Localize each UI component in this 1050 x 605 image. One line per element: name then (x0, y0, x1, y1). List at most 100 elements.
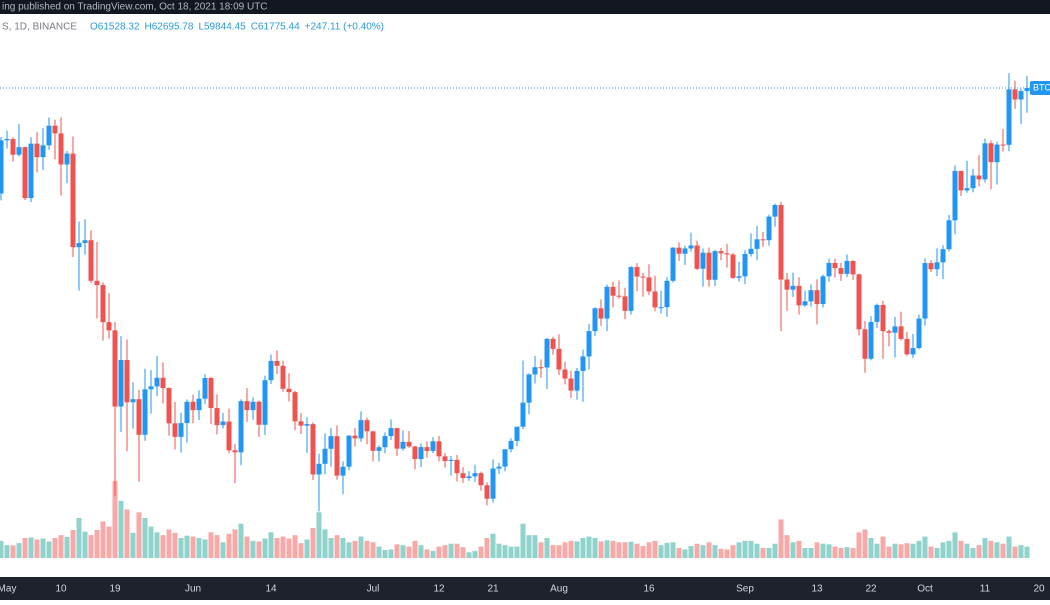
volume-bar (394, 544, 400, 558)
volume-bar (904, 543, 910, 558)
volume-bar (928, 546, 934, 558)
candle-body (58, 133, 64, 165)
volume-bar (400, 545, 406, 558)
volume-bar (736, 542, 742, 558)
candle-body (64, 153, 70, 165)
candle-body (154, 377, 160, 387)
volume-bar (100, 521, 106, 558)
candle-body (280, 365, 286, 389)
candle-body (196, 398, 202, 411)
candle-body (46, 125, 52, 146)
candle-body (658, 307, 664, 309)
volume-bar (1024, 546, 1030, 558)
volume-bar (250, 540, 256, 558)
candle-body (376, 447, 382, 451)
candle-body (172, 423, 178, 437)
volume-bar (988, 540, 994, 558)
volume-bar (406, 546, 412, 558)
candle-body (892, 326, 898, 333)
candle-body (946, 220, 952, 250)
volume-bar (814, 542, 820, 558)
published-note: ing published on TradingView.com, Oct 18… (2, 2, 268, 13)
volume-bar (58, 535, 64, 558)
volume-bar (1000, 543, 1006, 558)
volume-bar (256, 541, 262, 558)
candle-body (148, 386, 154, 390)
candle-body (334, 436, 340, 476)
candle-body (826, 262, 832, 277)
candle-body (778, 205, 784, 280)
volume-bar (22, 538, 28, 558)
volume-bar (622, 542, 628, 558)
candle-body (220, 421, 226, 426)
volume-bar (916, 540, 922, 558)
volume-bar (784, 535, 790, 558)
candle-body (184, 401, 190, 424)
candle-body (910, 348, 916, 355)
volume-bar (718, 548, 724, 558)
volume-bar (820, 543, 826, 558)
status-line: O61528.32 H62695.78 L59844.45 C61775.44 +247… (90, 22, 384, 33)
candle-body (382, 436, 388, 448)
volume-bar (910, 543, 916, 558)
volume-bar (502, 545, 508, 558)
candle-body (160, 377, 166, 389)
x-tick-label: Jun (185, 584, 201, 595)
volume-bar (670, 542, 676, 558)
candle-body (934, 262, 940, 270)
candle-body (868, 321, 874, 359)
volume-bar (610, 540, 616, 558)
volume-bar (574, 541, 580, 558)
x-tick-label: 13 (811, 584, 823, 595)
candle-body (94, 280, 100, 286)
x-tick-label: 16 (643, 584, 655, 595)
candle-body (10, 139, 16, 155)
volume-bar (358, 536, 364, 558)
volume-bar (742, 540, 748, 558)
candle-body (1018, 91, 1024, 100)
volume-bar (118, 500, 124, 558)
candle-body (556, 348, 562, 370)
candle-body (22, 147, 28, 199)
candle-body (106, 322, 112, 331)
candle-body (142, 389, 148, 435)
volume-bar (238, 523, 244, 558)
x-tick-label: 19 (109, 584, 121, 595)
candle-body (544, 338, 550, 368)
volume-bar (436, 546, 442, 558)
volume-bar (832, 546, 838, 558)
volume-bar (346, 542, 352, 558)
volume-bar (280, 536, 286, 558)
candle-body (358, 420, 364, 439)
volume-bar (388, 549, 394, 558)
candle-body (922, 263, 928, 319)
volume-bar (310, 528, 316, 558)
volume-bar (178, 538, 184, 558)
volume-bar (538, 542, 544, 558)
volume-bar (484, 538, 490, 558)
candle-body (874, 304, 880, 322)
time-axis: May 10 19 Jun 14 Jul 12 21 Aug 16 Sep 13 22 Oct 11 20 (0, 584, 1045, 595)
volume-bar (634, 543, 640, 558)
volume-bar (220, 542, 226, 558)
x-tick-label: 12 (433, 584, 445, 595)
candle-body (592, 308, 598, 332)
candle-body (916, 318, 922, 349)
volume-bar (76, 518, 82, 558)
candle-body (844, 260, 850, 274)
volume-bar (106, 526, 112, 558)
volume-bar (340, 538, 346, 558)
candle-body (670, 247, 676, 281)
candle-body (838, 268, 844, 274)
volume-bar (886, 546, 892, 558)
volume-bar (382, 550, 388, 558)
top-bar (0, 0, 1050, 14)
volume-bar (982, 538, 988, 558)
volume-bar (562, 542, 568, 558)
candle-body (616, 295, 622, 297)
candle-body (964, 188, 970, 191)
candle-body (694, 245, 700, 269)
candle-body (1012, 89, 1018, 100)
volume-bar (700, 545, 706, 558)
